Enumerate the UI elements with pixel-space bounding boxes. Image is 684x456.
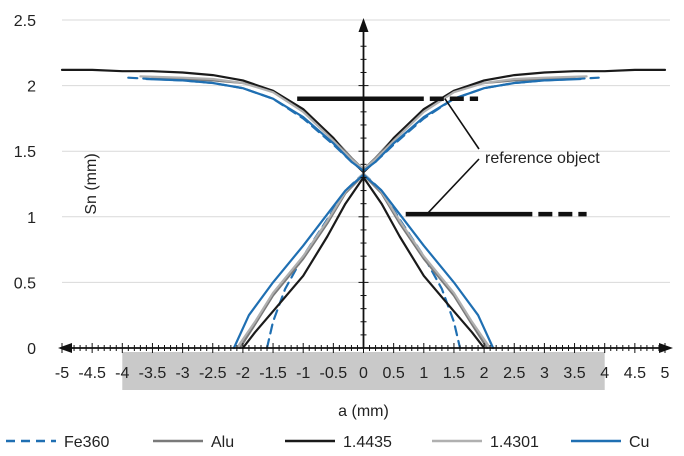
series-Alu-branch-0 [151,76,365,171]
legend-label-Fe360: Fe360 [64,434,109,451]
series-1.4435-branch-0 [60,68,365,174]
series-1.4301-branch-0 [139,75,365,171]
x-axis-left-arrow-icon [58,343,72,353]
x-tick-label: -3.5 [139,365,167,382]
x-tick-label: 3.5 [563,365,585,382]
y-tick-label: 2.5 [14,13,36,30]
x-tick-label: -4.5 [78,365,106,382]
series-1.4435-branch-2 [241,176,365,350]
y-tick-label: 1.5 [14,144,36,161]
x-tick-label: 4.5 [624,365,646,382]
x-tick-label: -2 [236,365,250,382]
series-Cu-branch-2 [232,173,365,350]
legend-label-1.4301: 1.4301 [490,434,539,451]
y-axis-title: Sn (mm) [83,153,100,214]
x-tick-label: -1 [296,365,310,382]
y-tick-label: 1 [27,210,36,227]
annotation-label: reference object [485,150,600,167]
x-tick-label: -3 [175,365,189,382]
x-tick-label: -4 [115,365,129,382]
annotation-leader-2 [426,158,480,215]
x-tick-label: 1.5 [443,365,465,382]
series-Cu-branch-0 [145,77,365,172]
legend-label-Alu: Alu [211,434,234,451]
series-Cu-branch-3 [362,173,495,350]
series-1.4435-branch-1 [362,68,667,174]
y-tick-label: 0 [27,341,36,358]
x-tick-label: 2.5 [503,365,525,382]
x-axis-title: a (mm) [338,403,389,420]
legend-label-Cu: Cu [629,434,649,451]
series-Alu-branch-2 [238,173,365,350]
series-1.4301-branch-3 [362,172,492,350]
series-Alu-branch-3 [362,173,489,350]
x-tick-label: 5 [661,365,670,382]
y-axis-arrow-icon [358,18,369,32]
x-tick-label: -2.5 [199,365,227,382]
x-tick-label: 2 [480,365,489,382]
shaded-x-range [122,352,605,390]
y-tick-label: 0.5 [14,275,36,292]
x-axis-right-arrow-icon [659,343,673,353]
x-tick-label: 3 [540,365,549,382]
x-tick-label: 4 [600,365,609,382]
x-tick-label: -5 [55,365,69,382]
x-tick-label: 1 [419,365,428,382]
series-1.4435-branch-3 [362,176,486,350]
x-tick-label: -1.5 [259,365,287,382]
x-tick-label: -0.5 [320,365,348,382]
y-tick-label: 2 [27,79,36,96]
x-tick-label: 0 [359,365,368,382]
series-Fe360-branch-0 [127,76,365,172]
series-1.4301-branch-1 [362,75,588,171]
x-tick-label: 0.5 [383,365,405,382]
series-1.4301-branch-2 [235,172,365,350]
legend-label-1.4435: 1.4435 [343,434,392,451]
annotation-leader-1 [444,98,480,150]
